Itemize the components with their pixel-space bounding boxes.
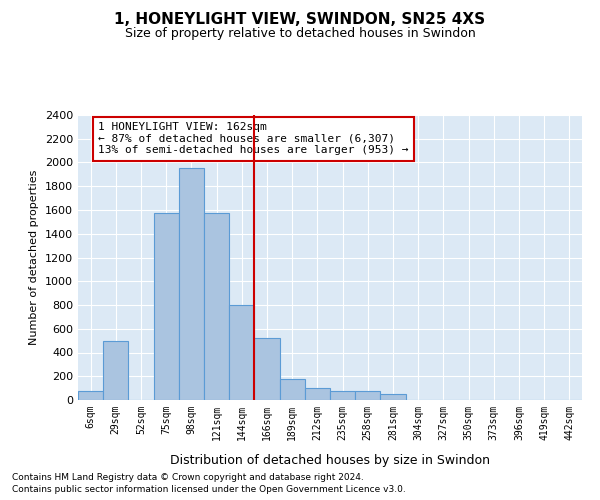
Text: Size of property relative to detached houses in Swindon: Size of property relative to detached ho… [125, 28, 475, 40]
Bar [330, 391, 355, 400]
Bar [103, 340, 128, 400]
Bar [355, 391, 380, 400]
Bar [204, 213, 229, 400]
Text: Contains public sector information licensed under the Open Government Licence v3: Contains public sector information licen… [12, 485, 406, 494]
Bar [254, 338, 280, 400]
Text: 1, HONEYLIGHT VIEW, SWINDON, SN25 4XS: 1, HONEYLIGHT VIEW, SWINDON, SN25 4XS [115, 12, 485, 28]
Bar [305, 388, 330, 400]
Bar [280, 379, 305, 400]
Bar [179, 168, 204, 400]
Bar [229, 305, 254, 400]
X-axis label: Distribution of detached houses by size in Swindon: Distribution of detached houses by size … [170, 454, 490, 467]
Text: 1 HONEYLIGHT VIEW: 162sqm
← 87% of detached houses are smaller (6,307)
13% of se: 1 HONEYLIGHT VIEW: 162sqm ← 87% of detac… [98, 122, 409, 156]
Bar [78, 391, 103, 400]
Bar [154, 213, 179, 400]
Text: Contains HM Land Registry data © Crown copyright and database right 2024.: Contains HM Land Registry data © Crown c… [12, 472, 364, 482]
Y-axis label: Number of detached properties: Number of detached properties [29, 170, 40, 345]
Bar [380, 394, 406, 400]
